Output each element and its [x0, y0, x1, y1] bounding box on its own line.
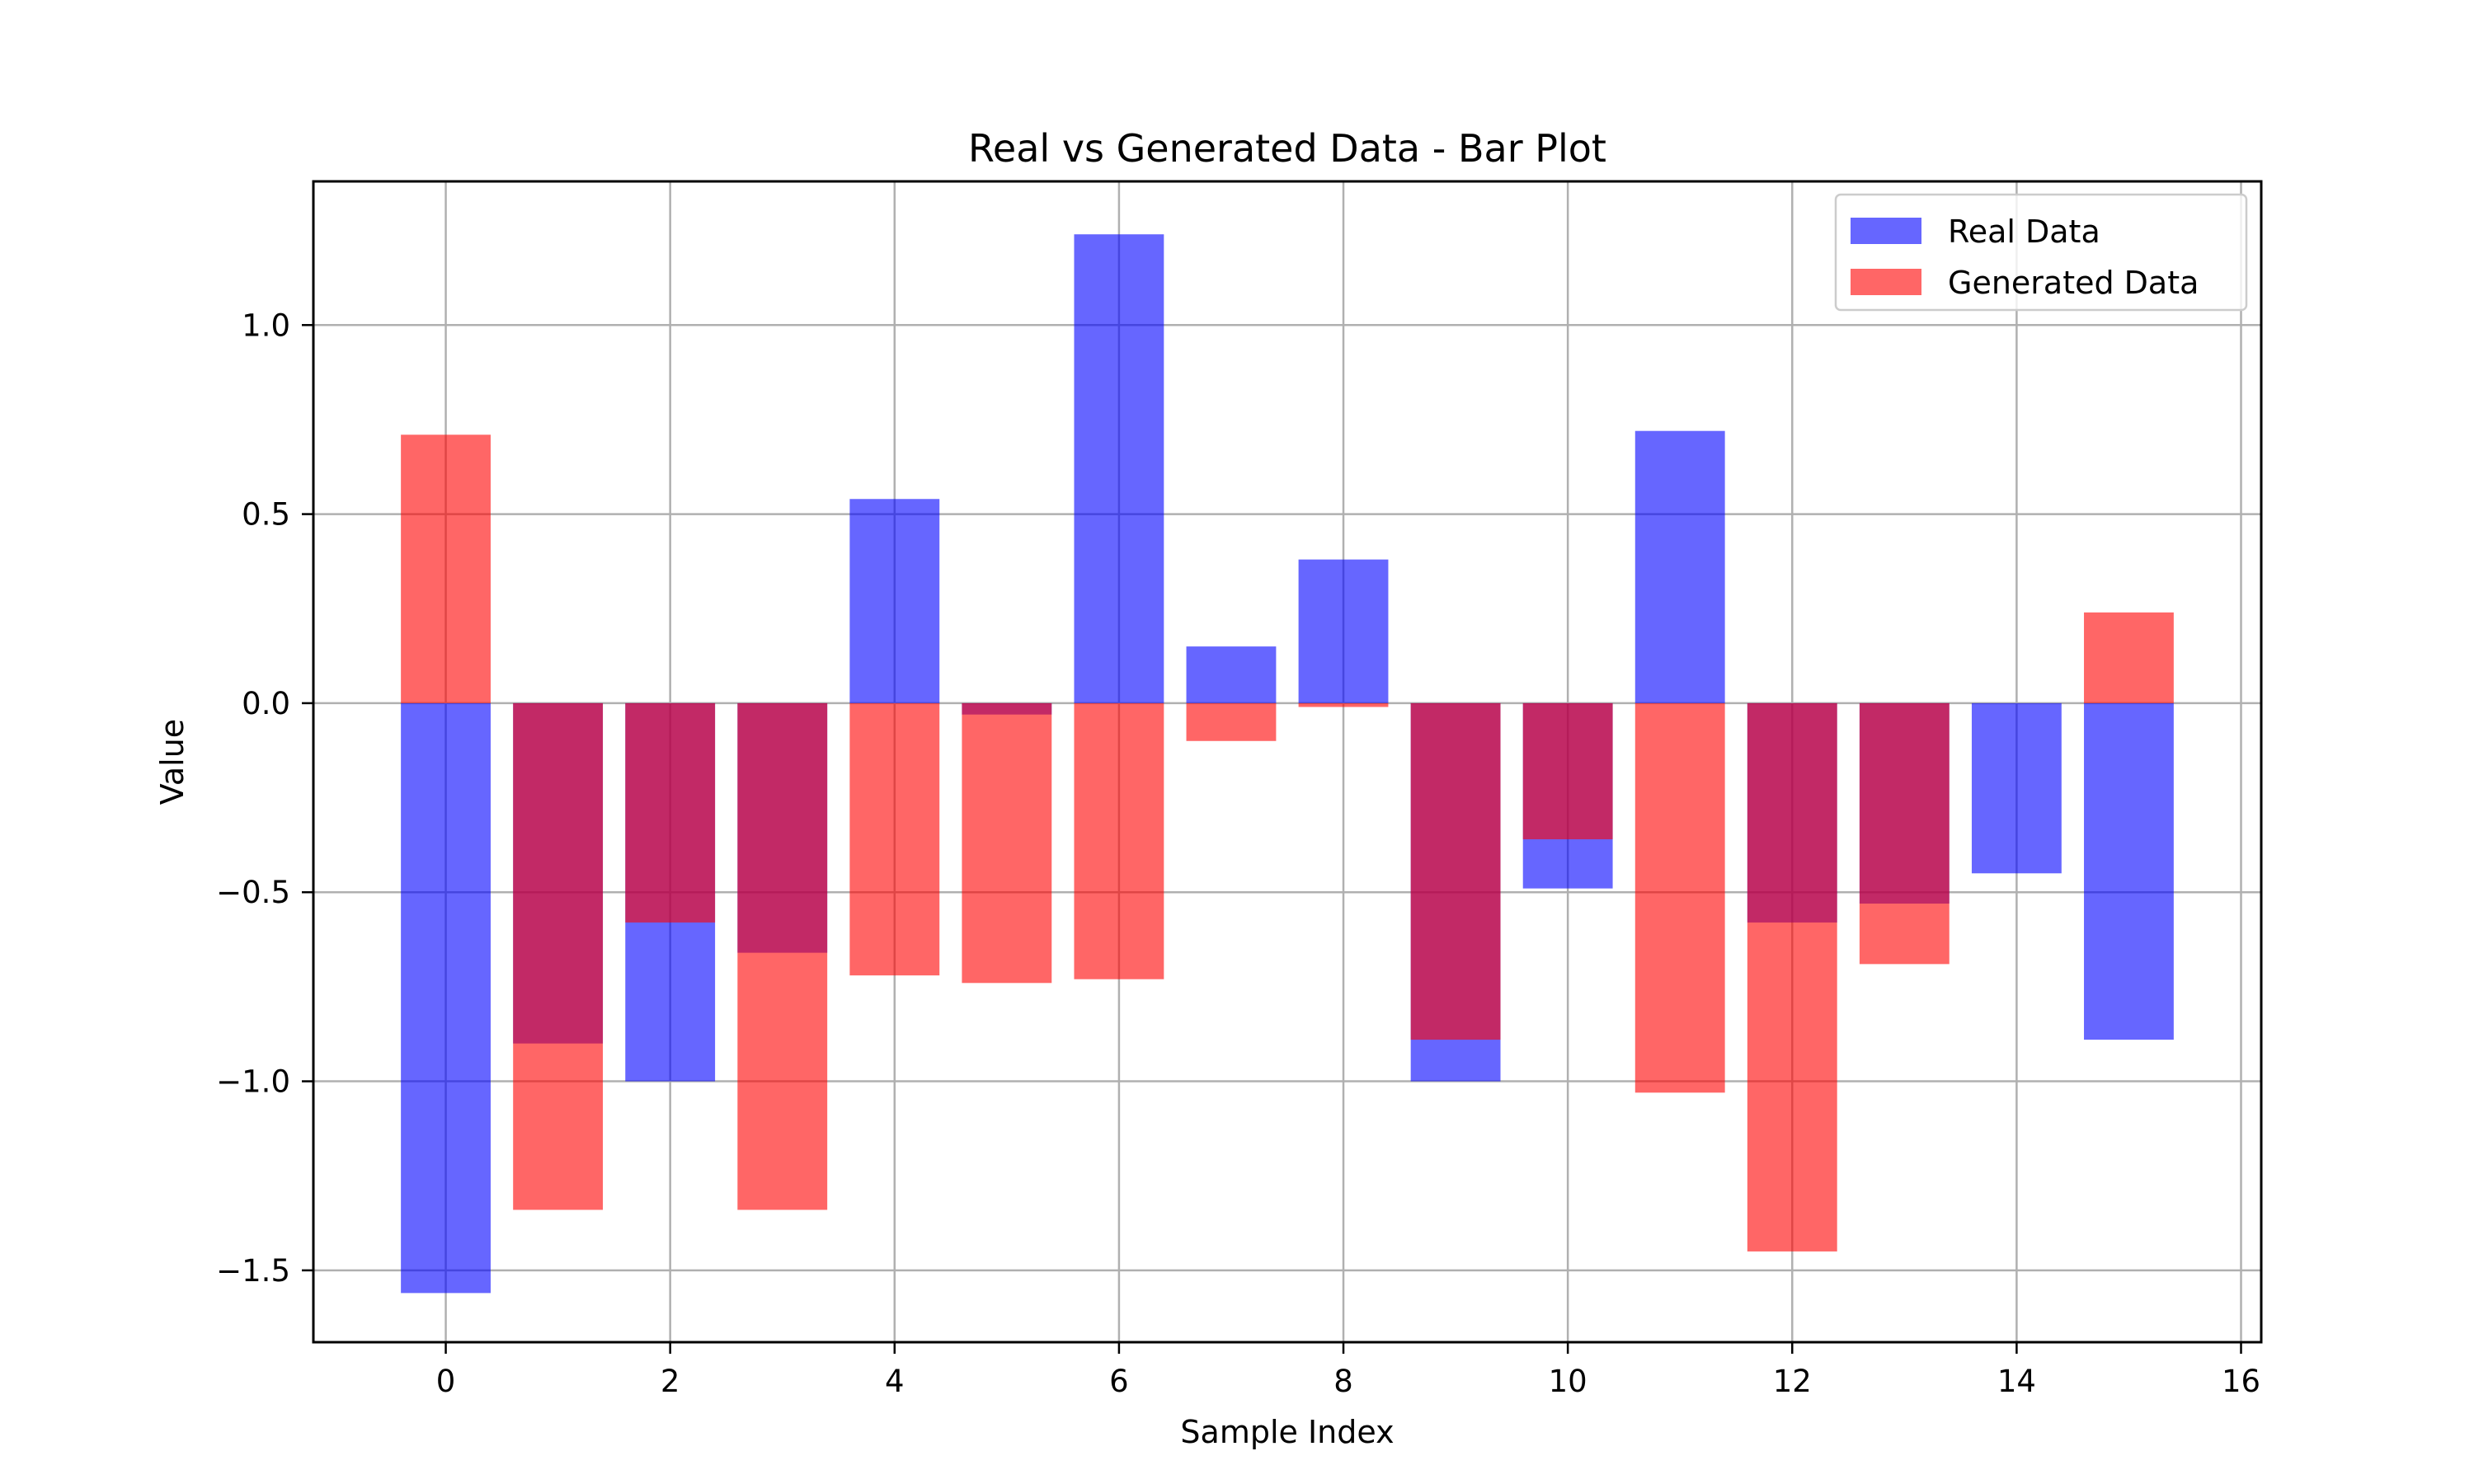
plot-frame — [312, 180, 2263, 1344]
bars — [401, 234, 2174, 1294]
bar-generated-8 — [1298, 702, 1389, 707]
bar-generated-5 — [962, 702, 1052, 984]
x-tick-label: 6 — [1109, 1364, 1129, 1399]
bar-real-11 — [1634, 430, 1725, 703]
bar-generated-6 — [1074, 702, 1164, 979]
legend-swatch-real — [1851, 218, 1921, 244]
bar-generated-11 — [1634, 702, 1725, 1093]
bar-real-14 — [1971, 702, 2062, 874]
y-tick-label: 0.5 — [242, 497, 290, 533]
grid-lines — [313, 181, 2261, 1342]
y-tick-label: 0.0 — [242, 686, 290, 721]
bar-real-7 — [1186, 646, 1277, 703]
x-tick-label: 16 — [2222, 1364, 2260, 1399]
ticks: 0 2 4 6 8 10 12 14 16 −1.5 −1.0 −0.5 0.0 0.5 1.0 — [216, 308, 2260, 1399]
x-tick-label: 14 — [1997, 1364, 2036, 1399]
legend-label-generated: Generated Data — [1948, 265, 2199, 301]
x-tick-label: 4 — [885, 1364, 905, 1399]
legend-label-real: Real Data — [1948, 214, 2100, 250]
bar-generated-10 — [1522, 702, 1613, 840]
bar-generated-0 — [401, 434, 491, 703]
y-tick-label: −1.5 — [216, 1253, 290, 1289]
bar-generated-9 — [1410, 702, 1501, 1040]
bar-generated-4 — [849, 702, 940, 976]
legend-swatch-generated — [1851, 269, 1921, 295]
y-tick-label: 1.0 — [242, 308, 290, 343]
y-tick-label: −1.0 — [216, 1064, 290, 1100]
x-tick-label: 0 — [436, 1364, 456, 1399]
bar-generated-2 — [625, 702, 716, 923]
bar-generated-15 — [2084, 612, 2174, 703]
bar-real-6 — [1074, 234, 1164, 703]
x-axis-label: Sample Index — [1180, 1414, 1394, 1450]
x-tick-label: 2 — [661, 1364, 680, 1399]
chart-title: Real vs Generated Data - Bar Plot — [968, 126, 1606, 171]
x-tick-label: 8 — [1333, 1364, 1353, 1399]
bar-generated-13 — [1859, 702, 1950, 965]
bar-real-0 — [401, 702, 491, 1294]
bar-generated-1 — [513, 702, 604, 1210]
bar-real-8 — [1298, 559, 1389, 703]
bar-generated-12 — [1747, 702, 1837, 1252]
y-tick-label: −0.5 — [216, 875, 290, 910]
bar-generated-3 — [737, 702, 828, 1210]
y-axis-label: Value — [154, 719, 190, 805]
legend: Real Data Generated Data — [1834, 193, 2248, 312]
bar-generated-7 — [1186, 702, 1277, 741]
legend-box — [1834, 193, 2248, 312]
x-tick-label: 10 — [1549, 1364, 1587, 1399]
x-tick-label: 12 — [1773, 1364, 1812, 1399]
bar-real-4 — [849, 499, 940, 703]
bar-real-15 — [2084, 702, 2174, 1040]
